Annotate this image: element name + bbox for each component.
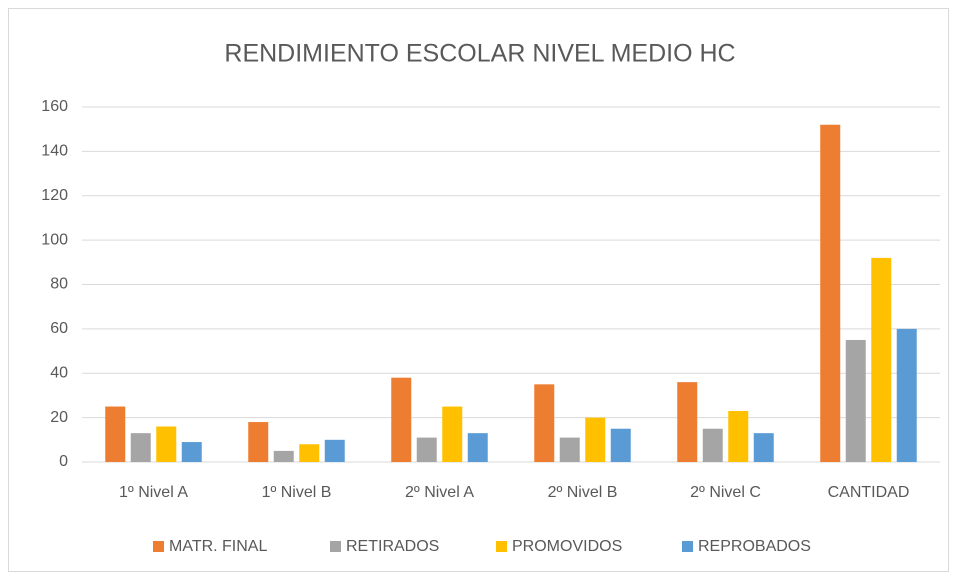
bar bbox=[105, 406, 126, 462]
y-tick-label: 160 bbox=[41, 98, 68, 115]
y-tick-label: 20 bbox=[50, 409, 68, 426]
bar bbox=[753, 433, 774, 462]
bar bbox=[416, 437, 437, 462]
x-tick-label: 2º Nivel C bbox=[690, 484, 761, 501]
legend-swatch bbox=[153, 541, 164, 552]
bar bbox=[467, 433, 488, 462]
legend-swatch bbox=[330, 541, 341, 552]
bar bbox=[273, 450, 294, 462]
bar bbox=[534, 384, 555, 462]
y-tick-label: 40 bbox=[50, 364, 68, 381]
bar bbox=[871, 257, 892, 462]
bar bbox=[442, 406, 463, 462]
legend-label: MATR. FINAL bbox=[169, 538, 267, 555]
y-tick-label: 140 bbox=[41, 143, 68, 160]
bar bbox=[559, 437, 580, 462]
y-tick-label: 120 bbox=[41, 187, 68, 204]
chart-frame bbox=[8, 8, 949, 572]
bar bbox=[391, 377, 412, 462]
y-tick-label: 60 bbox=[50, 320, 68, 337]
legend-label: REPROBADOS bbox=[698, 538, 811, 555]
bar bbox=[156, 426, 177, 462]
x-tick-label: CANTIDAD bbox=[828, 484, 910, 501]
bar bbox=[610, 428, 631, 462]
chart-title: RENDIMIENTO ESCOLAR NIVEL MEDIO HC bbox=[224, 40, 735, 68]
legend-swatch bbox=[496, 541, 507, 552]
bar bbox=[299, 444, 320, 462]
legend-swatch bbox=[682, 541, 693, 552]
legend-label: RETIRADOS bbox=[346, 538, 439, 555]
bar bbox=[728, 410, 749, 462]
bar bbox=[248, 422, 269, 462]
bar bbox=[845, 339, 866, 462]
bar bbox=[324, 439, 345, 462]
bar bbox=[820, 124, 841, 462]
y-tick-label: 0 bbox=[59, 453, 68, 470]
x-tick-label: 2º Nivel B bbox=[548, 484, 618, 501]
bar bbox=[896, 328, 917, 462]
bar bbox=[702, 428, 723, 462]
x-tick-label: 2º Nivel A bbox=[405, 484, 474, 501]
y-tick-label: 80 bbox=[50, 276, 68, 293]
x-tick-label: 1º Nivel B bbox=[262, 484, 332, 501]
bar bbox=[181, 442, 202, 462]
bar bbox=[130, 433, 151, 462]
legend-label: PROMOVIDOS bbox=[512, 538, 622, 555]
y-tick-label: 100 bbox=[41, 231, 68, 248]
bar bbox=[677, 382, 698, 462]
x-tick-label: 1º Nivel A bbox=[119, 484, 188, 501]
bar bbox=[585, 417, 606, 462]
